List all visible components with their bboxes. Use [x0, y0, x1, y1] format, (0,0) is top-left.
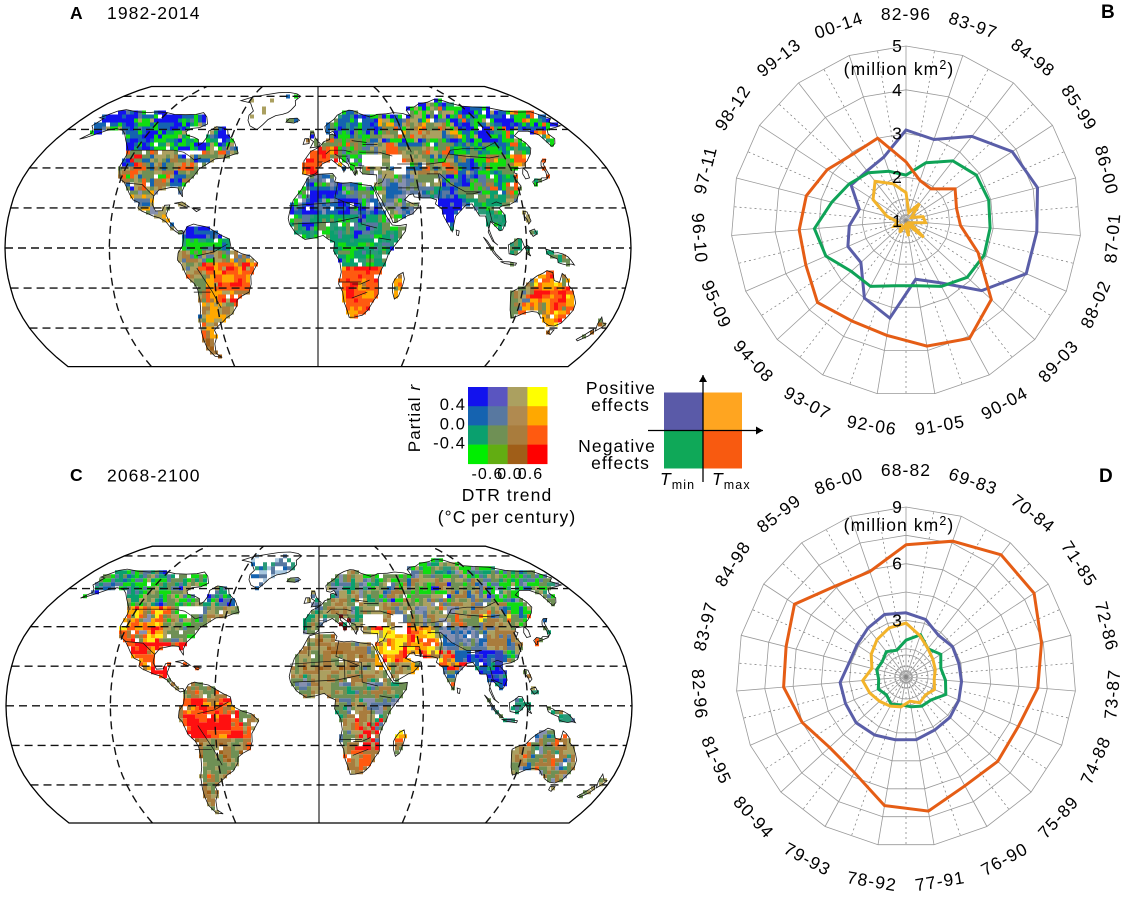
svg-text:1: 1: [892, 211, 903, 231]
svg-text:2: 2: [892, 167, 903, 187]
svg-text:Negative: Negative: [578, 436, 656, 456]
svg-text:82-96: 82-96: [688, 668, 712, 720]
svg-text:3: 3: [892, 610, 903, 630]
svg-text:(°C per century): (°C per century): [438, 507, 577, 527]
svg-text:-0.4: -0.4: [433, 435, 466, 453]
svg-text:0.0: 0.0: [497, 466, 523, 483]
svg-text:6: 6: [892, 554, 903, 574]
svg-text:C: C: [70, 465, 84, 485]
svg-text:(million km2): (million km2): [844, 514, 955, 535]
svg-text:effects: effects: [591, 453, 650, 473]
svg-text:1982-2014: 1982-2014: [107, 3, 201, 23]
svg-text:Positive: Positive: [586, 378, 656, 398]
svg-text:4: 4: [892, 80, 903, 100]
svg-text:0.0: 0.0: [440, 415, 466, 433]
svg-text:A: A: [70, 3, 84, 23]
svg-text:73-87: 73-87: [1100, 668, 1124, 720]
svg-text:2068-2100: 2068-2100: [107, 466, 201, 486]
svg-text:0.4: 0.4: [440, 396, 466, 414]
svg-text:(million km2): (million km2): [844, 58, 955, 79]
svg-text:96-10: 96-10: [688, 212, 712, 264]
svg-text:5: 5: [892, 36, 903, 56]
svg-text:9: 9: [892, 497, 903, 517]
svg-text:68-82: 68-82: [881, 460, 931, 480]
svg-text:B: B: [1101, 2, 1116, 23]
svg-text:0.6: 0.6: [518, 466, 544, 483]
svg-text:-0.6: -0.6: [472, 466, 504, 483]
svg-text:DTR trend: DTR trend: [462, 485, 553, 505]
svg-text:3: 3: [892, 124, 903, 144]
svg-text:82-96: 82-96: [881, 4, 931, 24]
svg-text:87-01: 87-01: [1100, 212, 1124, 264]
svg-text:effects: effects: [591, 395, 650, 415]
svg-text:D: D: [1099, 466, 1114, 487]
svg-text:Partial r: Partial r: [405, 384, 424, 453]
